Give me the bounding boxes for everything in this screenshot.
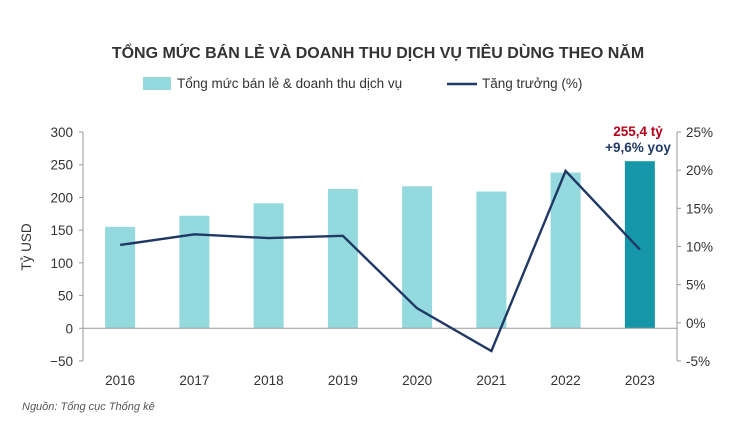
y2-tick-label: 15% <box>686 201 713 216</box>
callout-yoy: +9,6% yoy <box>605 140 671 155</box>
legend-bar-swatch <box>143 77 171 90</box>
chart-title: TỔNG MỨC BÁN LẺ VÀ DOANH THU DỊCH VỤ TIÊ… <box>112 43 644 62</box>
y2-tick-label: 0% <box>686 316 706 331</box>
x-tick-label: 2020 <box>402 373 432 388</box>
axes <box>79 131 681 362</box>
x-tick-label: 2016 <box>105 373 135 388</box>
y-tick-label: −50 <box>50 354 73 369</box>
x-tick-label: 2021 <box>476 373 506 388</box>
x-tick-label: 2023 <box>625 373 655 388</box>
x-tick-label: 2022 <box>551 373 581 388</box>
y-tick-label: 0 <box>65 321 73 336</box>
y-tick-label: 300 <box>50 125 73 140</box>
y-tick-label: 50 <box>58 289 73 304</box>
bar-2016 <box>105 226 136 329</box>
bar-2022 <box>550 172 581 329</box>
y-tick-label: 150 <box>50 223 73 238</box>
callout: 255,4 tỷ +9,6% yoy <box>605 124 671 155</box>
source-note: Nguồn: Tổng cục Thống kê <box>22 401 155 413</box>
tick-labels: 300 250 200 150 100 50 0 −50 25% 20% 15% 10% 5% 0% -5%… <box>50 125 713 388</box>
y-tick-label: 250 <box>50 158 73 173</box>
y2-tick-label: -5% <box>686 354 710 369</box>
growth-line <box>119 168 641 353</box>
bar-2023 <box>624 161 655 329</box>
bar-2021 <box>476 191 507 329</box>
y2-tick-label: 5% <box>686 278 706 293</box>
x-tick-label: 2018 <box>254 373 284 388</box>
callout-value: 255,4 tỷ <box>613 124 663 139</box>
legend-bar-label: Tổng mức bán lẻ & doanh thu dịch vụ <box>177 76 402 91</box>
bar-2017 <box>179 215 210 329</box>
y-tick-label: 100 <box>50 256 73 271</box>
x-tick-label: 2017 <box>179 373 209 388</box>
bar-2019 <box>327 188 358 329</box>
legend-line-label: Tăng trưởng (%) <box>482 76 582 91</box>
bar-2020 <box>402 186 433 329</box>
bar-series <box>105 161 655 329</box>
y-axis-label: Tỷ USD <box>19 223 34 271</box>
y2-tick-label: 25% <box>686 125 713 140</box>
y2-tick-label: 20% <box>686 163 713 178</box>
growth-line-series <box>119 168 641 353</box>
y-tick-label: 200 <box>50 190 73 205</box>
legend: Tổng mức bán lẻ & doanh thu dịch vụ Tăng… <box>143 76 582 91</box>
bar-2018 <box>253 203 284 329</box>
x-tick-label: 2019 <box>328 373 358 388</box>
y2-tick-label: 10% <box>686 240 713 255</box>
